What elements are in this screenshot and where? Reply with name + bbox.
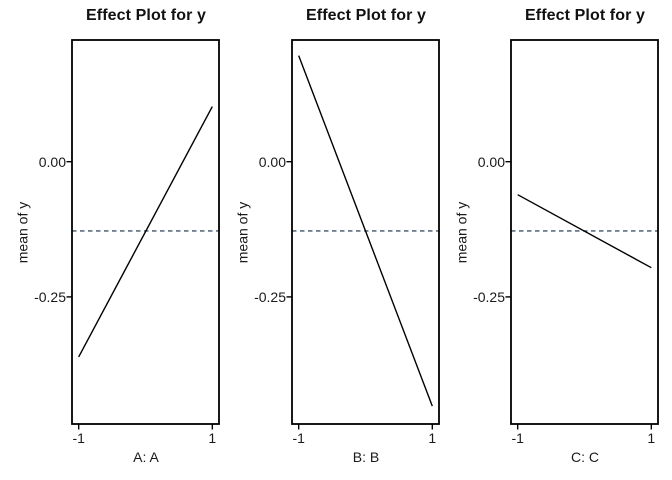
x-tick-label: 1 (647, 430, 656, 446)
effect-line (517, 194, 652, 269)
panel-title: Effect Plot for y (86, 7, 206, 24)
y-tick-label: 0.00 (258, 153, 286, 170)
panel-title: Effect Plot for y (306, 7, 426, 24)
y-axis-label: mean of y (234, 201, 251, 264)
x-tick-label: -1 (511, 430, 524, 446)
y-tick-label: -0.25 (254, 288, 286, 305)
plot-border (71, 39, 220, 425)
plot-canvas-b (286, 39, 440, 430)
y-axis-label: mean of y (14, 201, 31, 264)
effect-plot-panel-a: Effect Plot for y mean of y 0.00 -0.25 -… (0, 0, 224, 480)
y-tick-label: -0.25 (473, 288, 505, 305)
y-axis-label: mean of y (453, 201, 470, 264)
effect-plot-panel-c: Effect Plot for y mean of y 0.00 -0.25 -… (439, 0, 663, 480)
x-tick-label: 1 (208, 430, 217, 446)
y-tick-label: 0.00 (38, 153, 66, 170)
plot-canvas-c (505, 39, 659, 430)
plot-border (510, 39, 659, 425)
panel-title: Effect Plot for y (525, 7, 645, 24)
plot-border (291, 39, 440, 425)
x-tick-label: 1 (428, 430, 437, 446)
y-tick-label: 0.00 (477, 153, 505, 170)
y-tick-label: -0.25 (34, 288, 66, 305)
x-axis-label: A: A (133, 449, 159, 465)
effect-line (298, 55, 433, 407)
plot-canvas-a (66, 39, 220, 430)
x-tick-label: -1 (292, 430, 305, 446)
effect-line (78, 106, 213, 358)
effect-plot-panel-b: Effect Plot for y mean of y 0.00 -0.25 -… (220, 0, 444, 480)
x-tick-label: -1 (72, 430, 85, 446)
x-axis-label: B: B (352, 449, 380, 465)
x-axis-label: C: C (571, 449, 599, 465)
